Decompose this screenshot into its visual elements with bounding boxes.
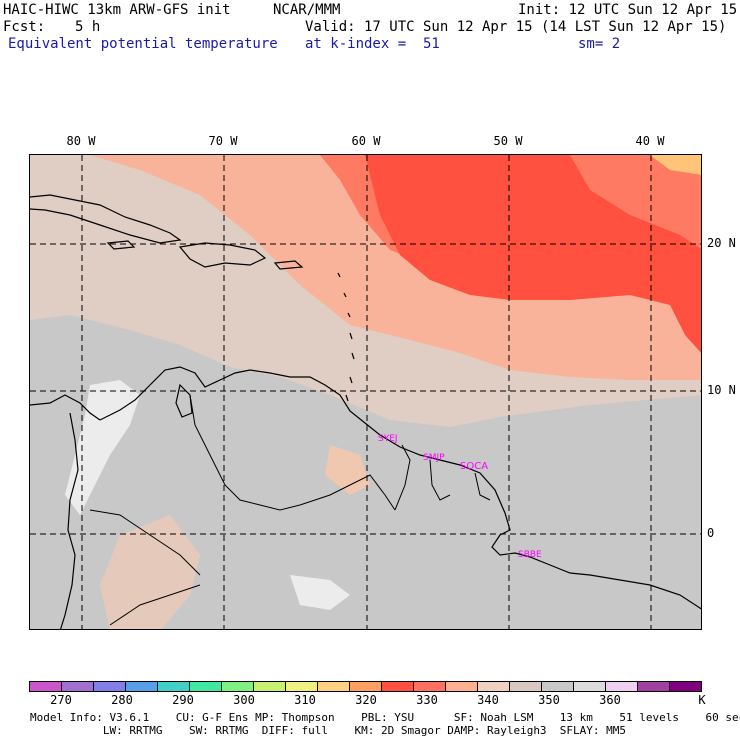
organization-label: NCAR/MMM <box>273 2 341 18</box>
forecast-hour: 5 h <box>75 19 101 35</box>
lon-label-70w: 70 W <box>208 134 238 148</box>
coast-cuba <box>30 194 182 244</box>
border-ven-guy <box>299 474 396 511</box>
border-sur-fg <box>429 459 451 501</box>
colorbar-segment <box>382 682 414 691</box>
lat-label-10n: 10 N <box>707 383 736 397</box>
theta-e-map: SYEJ SMJP SOCA SBBE <box>30 155 701 629</box>
colorbar-segment <box>446 682 478 691</box>
valid-time: Valid: 17 UTC Sun 12 Apr 15 (14 LST Sun … <box>305 19 727 35</box>
colorbar-segment <box>94 682 126 691</box>
field-320k-patch <box>650 155 701 175</box>
lon-label-40w: 40 W <box>635 134 665 148</box>
colorbar-label-280: 280 <box>111 693 133 707</box>
coast-south-america <box>99 366 701 610</box>
level-label: at k-index = 51 <box>305 36 440 52</box>
border-col-ecu <box>89 509 201 576</box>
colorbar-segment <box>478 682 510 691</box>
colorbar-label-330: 330 <box>416 693 438 707</box>
colorbar-segment <box>318 682 350 691</box>
forecast-label: Fcst: <box>3 19 46 35</box>
colorbar-segment <box>30 682 62 691</box>
lon-label-80w: 80 W <box>66 134 96 148</box>
colorbar-segment <box>542 682 574 691</box>
station-sbbe: SBBE <box>518 550 542 560</box>
model-info-line1: Model Info: V3.6.1 CU: G-F Ens MP: Thomp… <box>30 711 740 724</box>
coast-pacific <box>59 412 79 629</box>
colorbar-segment <box>510 682 542 691</box>
colorbar-segment <box>606 682 638 691</box>
station-smjp: SMJP <box>423 453 445 463</box>
smoothing-label: sm= 2 <box>578 36 621 52</box>
coast-lake-maracaibo <box>175 383 193 418</box>
coastlines <box>30 194 701 629</box>
colorbar-label-300: 300 <box>233 693 255 707</box>
colorbar-segment <box>286 682 318 691</box>
colorbar-label-290: 290 <box>172 693 194 707</box>
colorbar-label-270: 270 <box>50 693 72 707</box>
init-time: Init: 12 UTC Sun 12 Apr 15 <box>518 2 738 18</box>
border-fg-bra <box>474 472 491 501</box>
coast-puerto-rico <box>273 260 304 270</box>
model-info-line2: LW: RRTMG SW: RRTMG DIFF: full KM: 2D Sm… <box>30 724 627 737</box>
map-panel: SYEJ SMJP SOCA SBBE <box>29 154 702 630</box>
colorbar-segment <box>190 682 222 691</box>
colorbar-segment <box>62 682 94 691</box>
colorbar-segment <box>414 682 446 691</box>
colorbar-segment <box>638 682 670 691</box>
field-name: Equivalent potential temperature <box>8 36 278 52</box>
border-peru <box>109 584 201 626</box>
colorbar <box>29 681 702 692</box>
colorbar-label-350: 350 <box>538 693 560 707</box>
colorbar-label-340: 340 <box>477 693 499 707</box>
border-col-ven <box>189 394 301 511</box>
colorbar-segment <box>126 682 158 691</box>
colorbar-label-360: 360 <box>599 693 621 707</box>
colorbar-segment <box>158 682 190 691</box>
lat-label-equator: 0 <box>707 526 715 540</box>
coast-hispaniola <box>178 242 267 268</box>
lon-label-50w: 50 W <box>493 134 523 148</box>
field-330k <box>365 155 701 353</box>
coast-panama <box>30 394 101 421</box>
field-light-patch-andes <box>65 380 140 515</box>
coast-lesser-antilles <box>337 272 355 402</box>
colorbar-segment <box>670 682 701 691</box>
border-guy-sur <box>394 444 411 511</box>
field-inland-warm-2 <box>325 445 370 495</box>
colorbar-label-310: 310 <box>294 693 316 707</box>
colorbar-segment <box>222 682 254 691</box>
colorbar-segment <box>254 682 286 691</box>
colorbar-segment <box>574 682 606 691</box>
model-title: HAIC-HIWC 13km ARW-GFS init <box>3 2 231 18</box>
colorbar-segment <box>350 682 382 691</box>
coast-jamaica <box>106 240 136 250</box>
station-syej: SYEJ <box>378 434 398 444</box>
colorbar-unit: K <box>698 693 706 707</box>
country-borders <box>89 394 491 626</box>
field-light-patch-south <box>290 575 350 610</box>
graticule <box>30 155 701 629</box>
lat-label-20n: 20 N <box>707 236 736 250</box>
colorbar-label-320: 320 <box>355 693 377 707</box>
station-soca: SOCA <box>460 461 488 472</box>
field-inland-warm <box>100 515 200 629</box>
lon-label-60w: 60 W <box>351 134 381 148</box>
